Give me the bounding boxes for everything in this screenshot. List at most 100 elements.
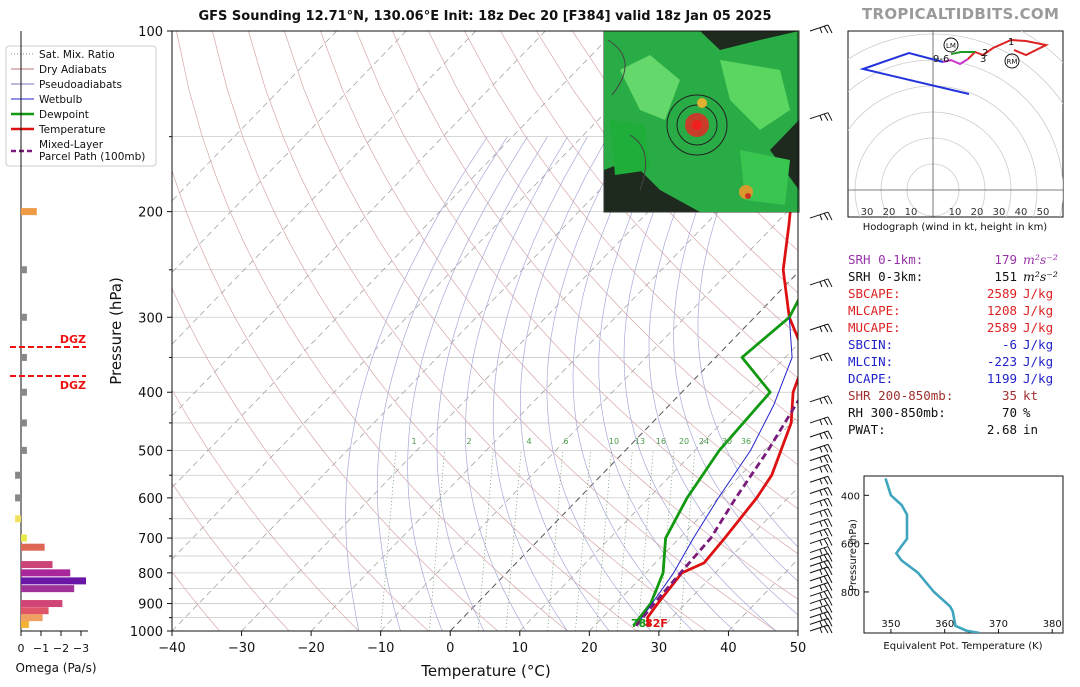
wind-barb <box>809 518 833 527</box>
omega-bar <box>21 600 63 608</box>
hodograph-axis-label: Hodograph (wind in kt, height in km) <box>863 222 1048 233</box>
wind-barb <box>809 211 833 221</box>
parameter-value: 1208 <box>986 303 1017 318</box>
dry-adiabat <box>172 287 429 631</box>
omega-axis-label: Omega (Pa/s) <box>15 661 96 675</box>
dry-adiabat <box>284 31 777 631</box>
parameter-value: 70 <box>1001 405 1017 420</box>
x-axis-label: Temperature (°C) <box>420 662 550 680</box>
omega-bar <box>15 471 21 479</box>
parameter-value: 1199 <box>986 371 1017 386</box>
pressure-tick-label: 600 <box>138 492 163 507</box>
pressure-tick-label: 700 <box>138 532 163 547</box>
mixing-ratio-line <box>547 450 564 631</box>
wind-barb <box>809 454 833 463</box>
dgz-label: DGZ <box>60 379 86 392</box>
pressure-tick-label: 400 <box>138 386 163 401</box>
mixing-ratio-line <box>679 450 696 631</box>
omega-bar <box>21 620 29 628</box>
omega-tick-label: −3 <box>73 642 89 655</box>
hodograph-tick: 20 <box>883 207 896 218</box>
temperature-tick-label: −30 <box>228 641 255 656</box>
wind-barb <box>809 537 833 546</box>
mixing-ratio-label: 1 <box>411 437 416 446</box>
temperature-tick-label: 50 <box>790 641 807 656</box>
parameter-label: DCAPE: <box>848 371 894 386</box>
hodograph-height-label: 9-6 <box>933 54 949 65</box>
wind-barb <box>809 443 833 453</box>
wind-barb <box>809 497 833 507</box>
parameter-row: DCAPE: 1199 J/kg <box>848 370 1063 387</box>
parameter-label: MLCIN: <box>848 354 894 369</box>
hodograph-trace-green <box>950 51 975 55</box>
temperature-tick-label: −40 <box>158 641 185 656</box>
parameter-value: 2589 <box>986 286 1017 301</box>
dry-adiabat <box>356 31 798 555</box>
mixing-ratio-label: 30 <box>722 437 732 446</box>
parameter-unit: in <box>1023 422 1039 437</box>
theta-e-y-tick: 400 <box>841 491 860 502</box>
isotherm <box>172 31 685 560</box>
legend-entry: Dry Adiabats <box>39 64 107 76</box>
legend: Sat. Mix. Ratio Dry Adiabats Pseudoadiabat… <box>5 45 157 167</box>
theta-e-x-label: Equivalent Pot. Temperature (K) <box>883 641 1042 652</box>
pseudoadiabat <box>376 136 508 631</box>
parameter-unit: J/kg <box>1023 371 1054 386</box>
pseudoadiabat <box>492 136 588 631</box>
parameter-unit: J/kg <box>1023 337 1054 352</box>
right-mover-marker <box>1004 53 1020 69</box>
parameter-row: SRH 0-3km: 151 m²s⁻² <box>848 268 1063 285</box>
parameter-value: 2.68 <box>986 422 1017 437</box>
wind-barb <box>809 553 833 562</box>
parameter-unit: m²s⁻² <box>1023 252 1058 267</box>
wind-barb <box>809 323 833 333</box>
mixing-ratio-label: 24 <box>699 437 709 446</box>
hodograph-tick: 30 <box>993 207 1006 218</box>
parameter-unit: % <box>1023 405 1031 420</box>
hodograph-panel: LM RM 1 23 9-6 30 20 10 10 20 30 40 50 Hodograph (win… <box>847 30 1064 233</box>
temperature-tick-label: −20 <box>297 641 324 656</box>
legend-entry: Pseudoadiabats <box>39 79 122 91</box>
omega-bar <box>15 515 21 523</box>
dry-adiabat <box>392 31 798 510</box>
omega-bar <box>21 614 43 622</box>
parameter-row: PWAT: 2.68 in <box>848 421 1063 438</box>
wind-barb <box>809 566 833 576</box>
mixing-ratio-label: 36 <box>741 437 751 446</box>
wind-barb <box>809 624 833 634</box>
dry-adiabat <box>172 482 290 631</box>
satellite-inset <box>603 30 800 213</box>
wind-barb <box>809 604 833 613</box>
mixing-ratio-label: 10 <box>609 437 619 446</box>
theta-e-panel: 350 360 370 380 400 600 800 Equivalent Pot. Tem… <box>841 475 1064 652</box>
theta-e-y-label: Pressure (hPa) <box>848 519 859 591</box>
y-axis-label: Pressure (hPa) <box>107 277 125 385</box>
pseudoadiabat <box>436 136 548 631</box>
omega-panel: DGZ DGZ 0 −1 −2 −3 Omega (Pa/s) <box>10 31 97 675</box>
dry-adiabat <box>428 31 798 466</box>
dry-adiabat <box>172 388 360 631</box>
pressure-tick-label: 900 <box>138 598 163 613</box>
pseudoadiabat <box>345 136 488 631</box>
dry-adiabat <box>536 31 798 336</box>
mixing-ratio-label: 6 <box>563 437 568 446</box>
hodograph-tick: 50 <box>1037 207 1050 218</box>
wind-barb <box>809 395 833 405</box>
pseudoadiabat <box>546 136 652 631</box>
wetbulb-line <box>635 317 793 626</box>
parameter-row: RH 300-850mb: 70% <box>848 404 1063 421</box>
temperature-tick-label: 20 <box>581 641 598 656</box>
chart-title: GFS Sounding 12.71°N, 130.06°E Init: 18z… <box>198 9 772 24</box>
temperature-tick-label: 40 <box>720 641 737 656</box>
hodograph-trace-mid <box>942 58 969 66</box>
wind-barb <box>809 611 833 620</box>
omega-bar <box>15 494 21 502</box>
left-mover-label: LM <box>946 42 956 50</box>
dry-adiabat <box>572 31 798 294</box>
brand-watermark: TROPICALTIDBITS.COM <box>862 5 1060 23</box>
wind-barb <box>809 475 833 485</box>
parameter-value: -223 <box>986 354 1017 369</box>
parameter-label: PWAT: <box>848 422 886 437</box>
parameter-value: 35 <box>1001 388 1017 403</box>
